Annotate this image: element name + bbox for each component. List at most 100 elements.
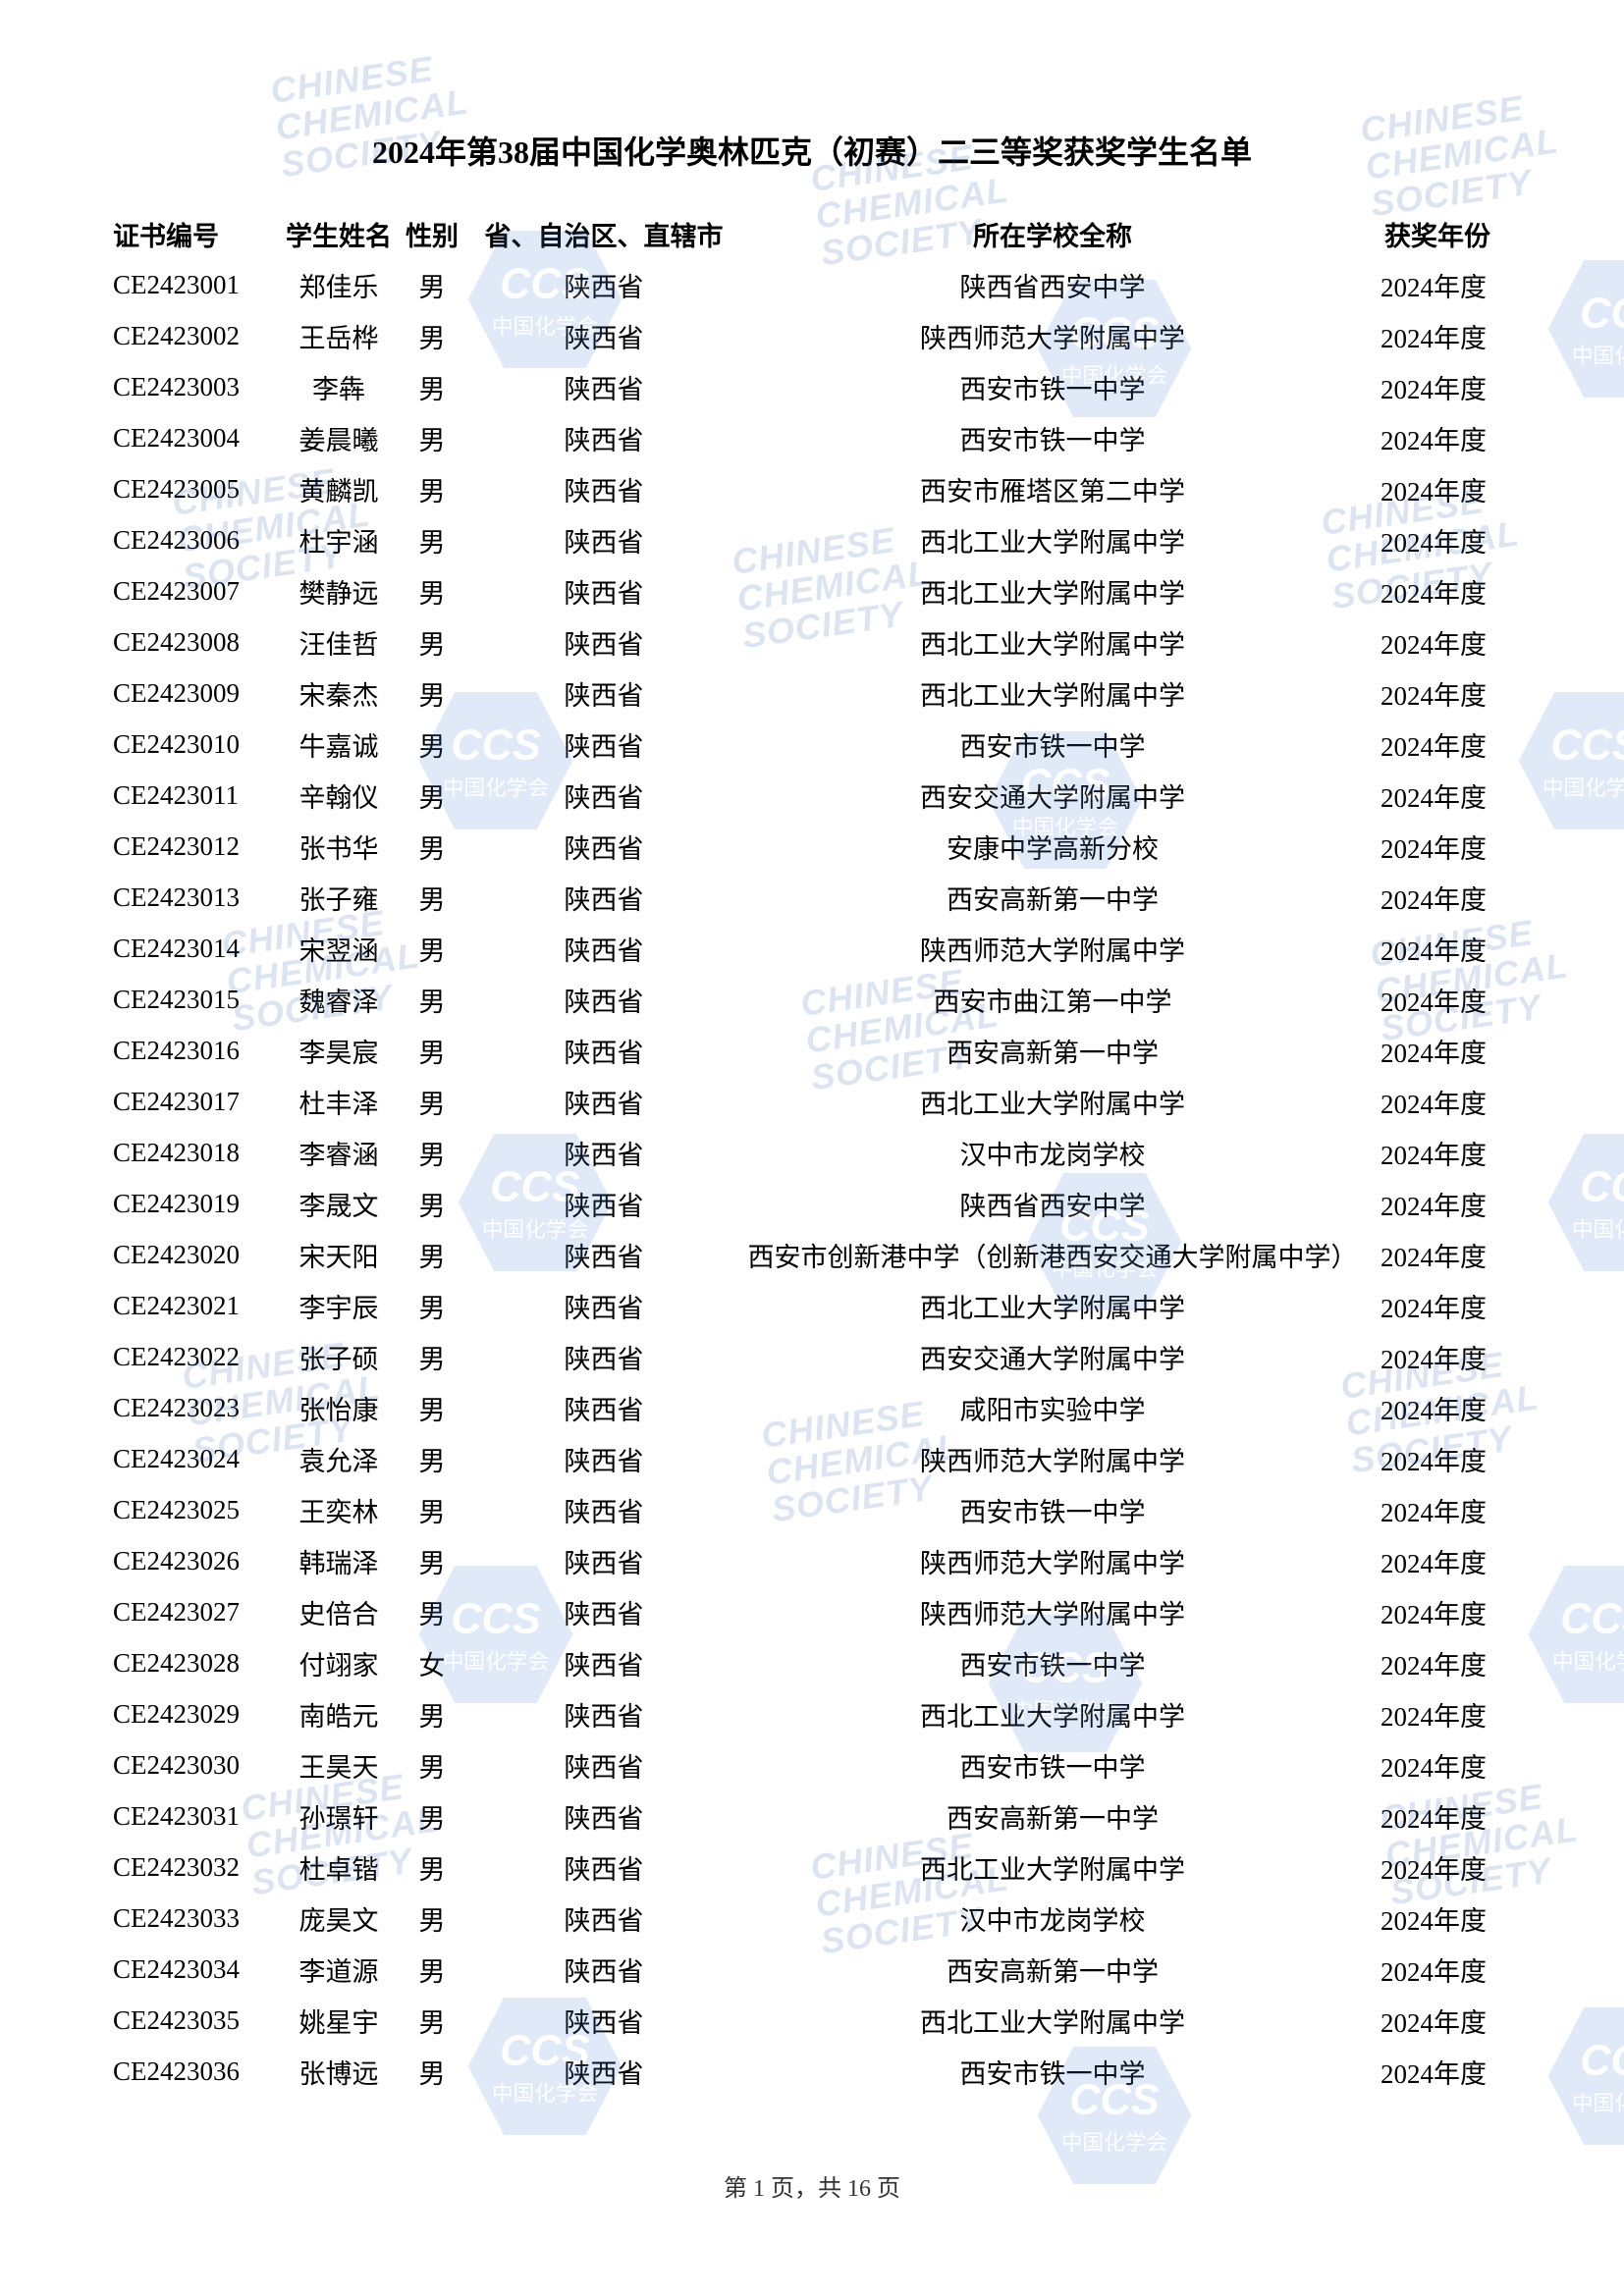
- footer-prefix: 第: [724, 2176, 753, 2202]
- cell-year: 2024年度: [1364, 1025, 1511, 1076]
- cell-gender: 男: [398, 1076, 466, 1127]
- cell-id: CE2423024: [113, 1433, 280, 1484]
- table-row: CE2423006杜宇涵男陕西省西北工业大学附属中学2024年度: [113, 514, 1511, 565]
- cell-year: 2024年度: [1364, 565, 1511, 616]
- cell-gender: 男: [398, 1893, 466, 1944]
- cell-id: CE2423023: [113, 1382, 280, 1433]
- cell-gender: 男: [398, 361, 466, 412]
- cell-province: 陕西省: [466, 1586, 741, 1637]
- cell-id: CE2423032: [113, 1842, 280, 1893]
- cell-id: CE2423025: [113, 1484, 280, 1535]
- col-header-province: 省、自治区、直辖市: [466, 208, 741, 259]
- footer-page: 1: [753, 2176, 765, 2202]
- cell-school: 西安市曲江第一中学: [741, 974, 1364, 1025]
- cell-province: 陕西省: [466, 1382, 741, 1433]
- cell-name: 汪佳哲: [280, 616, 398, 667]
- cell-school: 咸阳市实验中学: [741, 1382, 1364, 1433]
- cell-school: 西安市创新港中学（创新港西安交通大学附属中学）: [741, 1229, 1364, 1280]
- table-row: CE2423026韩瑞泽男陕西省陕西师范大学附属中学2024年度: [113, 1535, 1511, 1586]
- table-row: CE2423017杜丰泽男陕西省西北工业大学附属中学2024年度: [113, 1076, 1511, 1127]
- cell-year: 2024年度: [1364, 821, 1511, 872]
- cell-id: CE2423009: [113, 667, 280, 719]
- cell-id: CE2423011: [113, 770, 280, 821]
- cell-gender: 男: [398, 1842, 466, 1893]
- cell-school: 西北工业大学附属中学: [741, 1280, 1364, 1331]
- cell-year: 2024年度: [1364, 361, 1511, 412]
- table-row: CE2423029南皓元男陕西省西北工业大学附属中学2024年度: [113, 1688, 1511, 1739]
- cell-school: 陕西师范大学附属中学: [741, 923, 1364, 974]
- page-footer: 第 1 页，共 16 页: [0, 2168, 1624, 2203]
- cell-year: 2024年度: [1364, 1842, 1511, 1893]
- cell-name: 杜卓锴: [280, 1842, 398, 1893]
- cell-province: 陕西省: [466, 1995, 741, 2046]
- col-header-gender: 性别: [398, 208, 466, 259]
- cell-name: 李宇辰: [280, 1280, 398, 1331]
- cell-name: 杜丰泽: [280, 1076, 398, 1127]
- cell-year: 2024年度: [1364, 463, 1511, 514]
- table-row: CE2423035姚星宇男陕西省西北工业大学附属中学2024年度: [113, 1995, 1511, 2046]
- cell-id: CE2423019: [113, 1178, 280, 1229]
- cell-school: 陕西师范大学附属中学: [741, 310, 1364, 361]
- cell-school: 西北工业大学附属中学: [741, 1842, 1364, 1893]
- cell-province: 陕西省: [466, 259, 741, 310]
- cell-id: CE2423006: [113, 514, 280, 565]
- cell-province: 陕西省: [466, 2046, 741, 2097]
- table-row: CE2423028付翊家女陕西省西安市铁一中学2024年度: [113, 1637, 1511, 1688]
- cell-id: CE2423018: [113, 1127, 280, 1178]
- cell-name: 张子硕: [280, 1331, 398, 1382]
- cell-year: 2024年度: [1364, 1688, 1511, 1739]
- cell-name: 庞昊文: [280, 1893, 398, 1944]
- table-row: CE2423011辛翰仪男陕西省西安交通大学附属中学2024年度: [113, 770, 1511, 821]
- table-row: CE2423024袁允泽男陕西省陕西师范大学附属中学2024年度: [113, 1433, 1511, 1484]
- cell-school: 西安交通大学附属中学: [741, 770, 1364, 821]
- cell-id: CE2423027: [113, 1586, 280, 1637]
- cell-year: 2024年度: [1364, 1893, 1511, 1944]
- cell-year: 2024年度: [1364, 259, 1511, 310]
- cell-year: 2024年度: [1364, 1229, 1511, 1280]
- table-row: CE2423012张书华男陕西省安康中学高新分校2024年度: [113, 821, 1511, 872]
- cell-province: 陕西省: [466, 514, 741, 565]
- cell-id: CE2423015: [113, 974, 280, 1025]
- table-row: CE2423010牛嘉诚男陕西省西安市铁一中学2024年度: [113, 719, 1511, 770]
- cell-school: 西安市铁一中学: [741, 412, 1364, 463]
- cell-year: 2024年度: [1364, 514, 1511, 565]
- watermark-hex-icon: CCS中国化学会: [1542, 255, 1624, 402]
- cell-gender: 男: [398, 872, 466, 923]
- table-header: 证书编号 学生姓名 性别 省、自治区、直辖市 所在学校全称 获奖年份: [113, 208, 1511, 259]
- cell-school: 西北工业大学附属中学: [741, 667, 1364, 719]
- cell-id: CE2423036: [113, 2046, 280, 2097]
- cell-gender: 男: [398, 1688, 466, 1739]
- cell-school: 西北工业大学附属中学: [741, 1076, 1364, 1127]
- table-row: CE2423013张子雍男陕西省西安高新第一中学2024年度: [113, 872, 1511, 923]
- cell-school: 西安市铁一中学: [741, 719, 1364, 770]
- table-row: CE2423030王昊天男陕西省西安市铁一中学2024年度: [113, 1739, 1511, 1790]
- cell-gender: 女: [398, 1637, 466, 1688]
- cell-year: 2024年度: [1364, 1739, 1511, 1790]
- table-row: CE2423022张子硕男陕西省西安交通大学附属中学2024年度: [113, 1331, 1511, 1382]
- cell-name: 辛翰仪: [280, 770, 398, 821]
- cell-gender: 男: [398, 1586, 466, 1637]
- watermark-hex-icon: CCS中国化学会: [1542, 2002, 1624, 2150]
- cell-name: 宋翌涵: [280, 923, 398, 974]
- table-row: CE2423031孙璟轩男陕西省西安高新第一中学2024年度: [113, 1790, 1511, 1842]
- cell-gender: 男: [398, 1178, 466, 1229]
- cell-gender: 男: [398, 1433, 466, 1484]
- document-page: CHINESECHEMICALSOCIETYCHINESECHEMICALSOC…: [0, 0, 1624, 2296]
- cell-id: CE2423010: [113, 719, 280, 770]
- cell-gender: 男: [398, 1739, 466, 1790]
- cell-province: 陕西省: [466, 616, 741, 667]
- cell-year: 2024年度: [1364, 719, 1511, 770]
- cell-year: 2024年度: [1364, 923, 1511, 974]
- svg-text:CCS: CCS: [1580, 1163, 1624, 1210]
- svg-text:中国化学会: 中国化学会: [1552, 1650, 1624, 1674]
- cell-id: CE2423035: [113, 1995, 280, 2046]
- cell-school: 西安高新第一中学: [741, 1790, 1364, 1842]
- cell-school: 陕西师范大学附属中学: [741, 1535, 1364, 1586]
- col-header-school: 所在学校全称: [741, 208, 1364, 259]
- cell-name: 李犇: [280, 361, 398, 412]
- cell-year: 2024年度: [1364, 1127, 1511, 1178]
- table-row: CE2423001郑佳乐男陕西省陕西省西安中学2024年度: [113, 259, 1511, 310]
- table-row: CE2423009宋秦杰男陕西省西北工业大学附属中学2024年度: [113, 667, 1511, 719]
- cell-name: 姜晨曦: [280, 412, 398, 463]
- cell-name: 王昊天: [280, 1739, 398, 1790]
